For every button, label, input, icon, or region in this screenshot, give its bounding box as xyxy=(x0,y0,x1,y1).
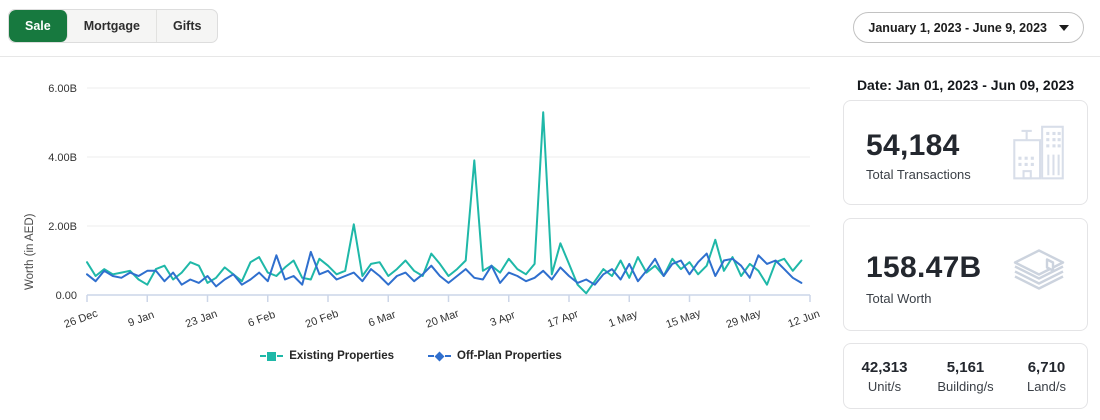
breakdown-lands: 6,710 Land/s xyxy=(1026,358,1067,394)
total-worth-card: 158.47B Total Worth xyxy=(843,218,1088,331)
money-stack-icon xyxy=(1007,240,1071,309)
svg-text:6 Mar: 6 Mar xyxy=(367,309,398,330)
svg-text:12 Jun: 12 Jun xyxy=(786,308,821,331)
date-range-dropdown[interactable]: January 1, 2023 - June 9, 2023 xyxy=(853,12,1084,43)
summary-date-range: Date: Jan 01, 2023 - Jun 09, 2023 xyxy=(856,77,1075,93)
breakdown-buildings: 5,161 Building/s xyxy=(937,358,994,394)
tab-sale[interactable]: Sale xyxy=(9,10,68,42)
svg-text:4.00B: 4.00B xyxy=(48,152,77,164)
worth-chart-section: Worth (in AED) 6.00B 4.00B 2.00B 0.00 26 Dec… xyxy=(0,57,822,420)
svg-text:29 May: 29 May xyxy=(725,307,763,331)
svg-text:15 May: 15 May xyxy=(664,307,702,331)
header-bar: Sale Mortgage Gifts January 1, 2023 - Ju… xyxy=(0,0,1100,57)
diamond-marker-icon xyxy=(434,351,445,361)
chart-legend: Existing Properties Off-Plan Properties xyxy=(0,350,822,362)
total-transactions-label: Total Transactions xyxy=(866,167,971,182)
svg-text:20 Feb: 20 Feb xyxy=(304,308,340,331)
legend-dash xyxy=(277,355,284,357)
svg-text:17 Apr: 17 Apr xyxy=(546,308,580,330)
total-worth-value: 158.47B xyxy=(866,251,982,284)
svg-text:3 Apr: 3 Apr xyxy=(489,309,518,329)
transaction-type-tabs: Sale Mortgage Gifts xyxy=(8,9,219,43)
square-marker-icon xyxy=(267,351,277,361)
svg-text:0.00: 0.00 xyxy=(56,290,77,302)
legend-dash xyxy=(260,355,267,357)
svg-text:26 Dec: 26 Dec xyxy=(63,307,100,330)
breakdown-card: 42,313 Unit/s 5,161 Building/s 6,710 Lan… xyxy=(843,343,1088,409)
summary-panel: Date: Jan 01, 2023 - Jun 09, 2023 54,184… xyxy=(843,57,1088,420)
chevron-down-icon xyxy=(1059,24,1069,31)
legend-dash xyxy=(445,355,451,357)
svg-text:6.00B: 6.00B xyxy=(48,83,77,95)
svg-text:1 May: 1 May xyxy=(607,308,640,330)
legend-offplan-properties[interactable]: Off-Plan Properties xyxy=(428,350,562,362)
tab-mortgage[interactable]: Mortgage xyxy=(68,10,157,42)
legend-dash xyxy=(428,355,434,357)
worth-line-chart: 6.00B 4.00B 2.00B 0.00 26 Dec 9 Jan 23 Jan 6 Fe… xyxy=(48,83,821,331)
total-worth-label: Total Worth xyxy=(866,291,932,306)
svg-text:20 Mar: 20 Mar xyxy=(424,308,461,331)
buildings-icon xyxy=(1005,117,1071,188)
total-transactions-card: 54,184 Total Transactions xyxy=(843,100,1088,205)
svg-text:9 Jan: 9 Jan xyxy=(127,309,156,329)
total-transactions-value: 54,184 xyxy=(866,129,960,162)
breakdown-units: 42,313 Unit/s xyxy=(861,358,908,394)
tab-gifts[interactable]: Gifts xyxy=(157,10,217,42)
svg-text:2.00B: 2.00B xyxy=(48,221,77,233)
legend-existing-properties[interactable]: Existing Properties xyxy=(260,350,394,362)
svg-text:23 Jan: 23 Jan xyxy=(184,308,219,331)
svg-text:6 Feb: 6 Feb xyxy=(246,309,277,330)
date-range-value: January 1, 2023 - June 9, 2023 xyxy=(868,20,1047,35)
